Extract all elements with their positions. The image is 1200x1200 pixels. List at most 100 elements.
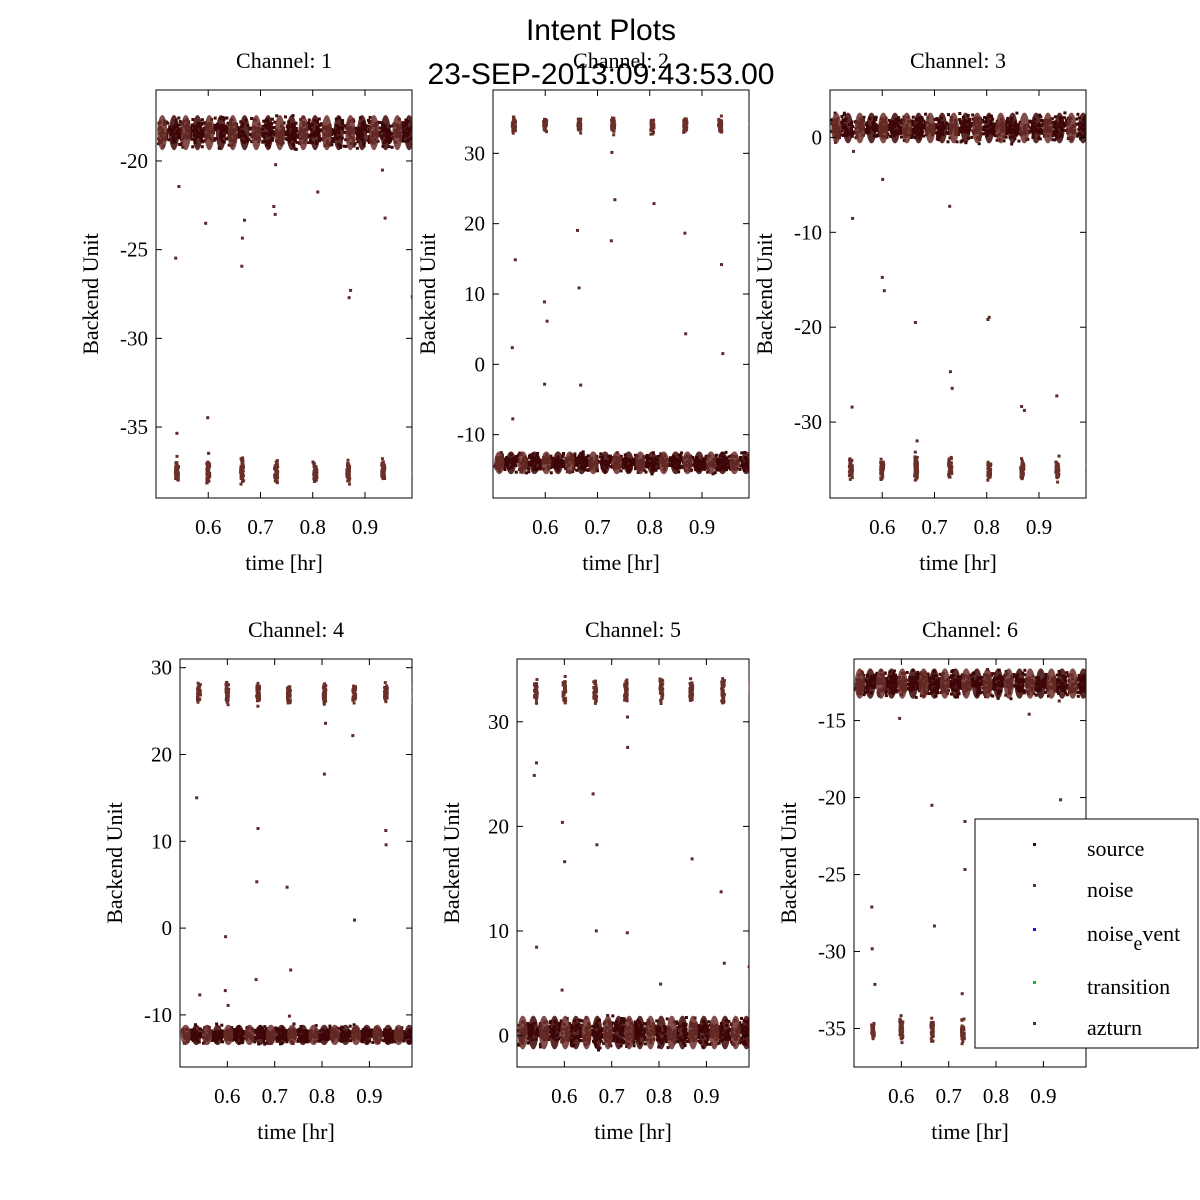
- source-point: [393, 1024, 404, 1046]
- noise-point: [1087, 475, 1090, 478]
- source-point: [900, 135, 903, 139]
- noise-point: [1056, 480, 1060, 484]
- noise-point: [850, 471, 854, 475]
- noise-point: [750, 120, 753, 123]
- azturn-point: [609, 239, 613, 243]
- noise-point: [1088, 472, 1091, 475]
- source-point: [1010, 142, 1014, 146]
- source-point: [1039, 115, 1043, 119]
- source-point: [221, 1040, 224, 1044]
- noise-point: [414, 467, 417, 470]
- noise-point: [1088, 464, 1091, 467]
- noise-point: [989, 462, 993, 466]
- noise-point: [1087, 467, 1090, 470]
- source-point: [656, 454, 660, 458]
- source-point: [285, 1038, 289, 1042]
- source-point: [282, 121, 286, 125]
- source-point: [329, 141, 333, 145]
- noise-point: [197, 687, 201, 691]
- azturn-point: [316, 190, 320, 194]
- noise-point: [749, 130, 752, 133]
- source-point: [538, 467, 542, 471]
- noise-point: [274, 476, 278, 480]
- noise-point: [348, 482, 351, 486]
- noise-point: [196, 681, 200, 685]
- noise-point: [576, 117, 580, 121]
- source-point: [549, 454, 553, 458]
- noise-point: [879, 457, 883, 461]
- noise-point: [287, 687, 291, 691]
- source-point: [357, 115, 368, 151]
- source-point: [191, 145, 195, 149]
- noise-point: [1086, 468, 1089, 471]
- source-point: [402, 129, 406, 133]
- source-point: [329, 1024, 340, 1046]
- noise-point: [651, 121, 655, 125]
- noise-point: [848, 462, 852, 466]
- source-point: [1075, 117, 1079, 121]
- source-point: [202, 1041, 205, 1045]
- source-point: [959, 140, 963, 144]
- source-point: [348, 1024, 352, 1028]
- azturn-point: [511, 417, 515, 421]
- azturn-point: [542, 300, 546, 304]
- source-point: [506, 451, 516, 475]
- noise-point: [288, 688, 292, 692]
- noise-point: [413, 469, 416, 472]
- noise-point: [414, 467, 417, 470]
- source-point: [201, 129, 204, 133]
- source-point: [703, 460, 707, 464]
- noise-point: [1021, 472, 1025, 476]
- source-point: [308, 1024, 319, 1046]
- source-point: [840, 121, 843, 125]
- source-point: [923, 121, 927, 125]
- noise-point: [411, 464, 412, 468]
- source-point: [306, 1040, 310, 1044]
- source-point: [692, 458, 696, 462]
- source-point: [402, 1030, 406, 1034]
- source-point: [295, 129, 299, 133]
- source-point: [285, 1032, 289, 1036]
- noise-point: [347, 476, 351, 480]
- azturn-point: [545, 319, 549, 323]
- noise-point: [544, 121, 548, 125]
- source-point: [887, 127, 891, 131]
- source-point: [319, 1024, 330, 1046]
- noise-point: [915, 455, 919, 459]
- source-point: [226, 121, 230, 125]
- source-point: [1006, 127, 1009, 131]
- noise-point: [414, 479, 417, 482]
- source-point: [223, 1024, 234, 1046]
- source-point: [1016, 128, 1020, 132]
- source-point: [201, 1028, 204, 1032]
- x-axis-label: time [hr]: [245, 550, 323, 575]
- noise-point: [287, 692, 291, 696]
- source-point: [387, 145, 391, 149]
- source-point: [876, 124, 880, 128]
- noise-point: [879, 461, 883, 464]
- source-point: [367, 118, 370, 122]
- source-point: [287, 1024, 298, 1046]
- noise-point: [1087, 465, 1090, 468]
- source-point: [265, 1024, 276, 1046]
- azturn-point: [880, 275, 884, 279]
- source-point: [308, 124, 311, 128]
- source-point: [539, 462, 542, 466]
- noise-point: [986, 462, 990, 466]
- source-point: [224, 124, 228, 128]
- noise-point: [413, 471, 416, 474]
- y-tick-label: 0: [812, 125, 823, 149]
- source-point: [516, 453, 520, 457]
- source-point: [541, 451, 552, 475]
- source-point: [1041, 120, 1045, 124]
- noise-point: [414, 460, 417, 463]
- source-point: [372, 1024, 383, 1046]
- x-tick-label: 0.7: [921, 515, 947, 539]
- source-point: [621, 462, 625, 466]
- noise-point: [174, 474, 178, 478]
- source-point: [392, 1029, 396, 1033]
- noise-point: [848, 465, 852, 468]
- source-point: [296, 1031, 300, 1035]
